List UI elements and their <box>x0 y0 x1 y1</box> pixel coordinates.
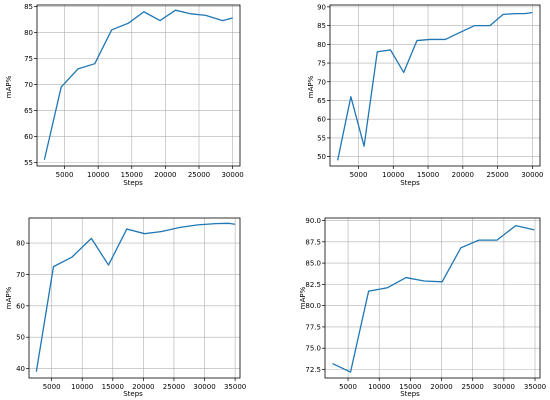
y-tick-label: 75.0 <box>305 345 321 353</box>
y-tick-label: 60 <box>16 302 25 310</box>
y-axis-label: mAP% <box>5 286 13 309</box>
y-tick-label: 90.0 <box>305 217 321 225</box>
x-tick-label: 25000 <box>462 383 484 391</box>
chart-top-left: Steps mAP% 5000 10000 15000 20000 25000 30000… <box>5 3 244 187</box>
plot-frame <box>36 4 241 167</box>
x-axis-label: Steps <box>400 390 420 398</box>
y-tick-label: 70 <box>16 271 25 279</box>
x-tick-label: 10000 <box>87 171 109 179</box>
x-tick-label: 30000 <box>221 171 243 179</box>
y-tick-label: 85 <box>24 3 33 11</box>
plot-frame <box>28 217 241 379</box>
series-line <box>35 222 236 372</box>
x-tick-label: 35000 <box>524 383 546 391</box>
x-tick-label: 20000 <box>132 383 154 391</box>
x-tick-label: 5000 <box>56 171 74 179</box>
y-tick-label: 87.5 <box>305 238 321 246</box>
series-line <box>43 9 233 160</box>
x-tick-label: 5000 <box>339 383 357 391</box>
x-tick-label: 10000 <box>382 171 404 179</box>
x-tick-label: 10000 <box>71 383 93 391</box>
x-tick-label: 5000 <box>350 171 368 179</box>
y-tick-label: 75 <box>24 55 33 63</box>
y-tick-label: 80 <box>317 41 326 49</box>
y-tick-label: 70 <box>317 78 326 86</box>
y-axis-label: mAP% <box>307 75 315 98</box>
series-line <box>337 11 533 161</box>
x-axis-label: Steps <box>400 179 420 187</box>
y-tick-label: 85 <box>317 22 326 30</box>
y-tick-label: 65 <box>24 107 33 115</box>
x-tick-label: 30000 <box>493 383 515 391</box>
series-line <box>332 225 535 373</box>
x-tick-label: 30000 <box>193 383 215 391</box>
y-axis-label: mAP% <box>299 286 307 309</box>
x-tick-label: 15000 <box>121 171 143 179</box>
x-tick-label: 35000 <box>224 383 246 391</box>
x-tick-label: 25000 <box>486 171 508 179</box>
x-tick-label: 20000 <box>452 171 474 179</box>
x-axis-label: Steps <box>123 390 143 398</box>
y-tick-label: 65 <box>317 97 326 105</box>
y-tick-label: 90 <box>317 3 326 11</box>
x-tick-label: 5000 <box>43 383 61 391</box>
plot-frame <box>324 217 541 379</box>
x-tick-label: 10000 <box>368 383 390 391</box>
y-tick-label: 50 <box>16 334 25 342</box>
x-tick-label: 25000 <box>188 171 210 179</box>
y-tick-label: 80.0 <box>305 302 321 310</box>
x-tick-label: 15000 <box>399 383 421 391</box>
x-tick-label: 25000 <box>163 383 185 391</box>
y-tick-label: 55 <box>317 134 326 142</box>
x-tick-label: 30000 <box>521 171 543 179</box>
x-axis-label: Steps <box>123 179 143 187</box>
x-tick-label: 20000 <box>430 383 452 391</box>
y-tick-label: 77.5 <box>305 323 321 331</box>
y-tick-label: 85.0 <box>305 260 321 268</box>
y-tick-label: 80 <box>24 29 33 37</box>
y-tick-label: 40 <box>16 365 25 373</box>
y-tick-label: 72.5 <box>305 366 321 374</box>
y-tick-label: 50 <box>317 153 326 161</box>
y-tick-label: 70 <box>24 81 33 89</box>
x-tick-label: 15000 <box>417 171 439 179</box>
y-tick-label: 60 <box>317 116 326 124</box>
chart-bottom-left: Steps mAP% 5000 10000 15000 20000 25000 30000… <box>5 217 246 398</box>
y-axis-label: mAP% <box>5 75 13 98</box>
y-tick-label: 60 <box>24 133 33 141</box>
x-tick-label: 20000 <box>154 171 176 179</box>
chart-top-right: Steps mAP% 5000 10000 15000 20000 25000 30000… <box>307 3 543 187</box>
y-tick-label: 80 <box>16 240 25 248</box>
chart-bottom-right: Steps mAP% 5000 10000 15000 20000 25000 30000… <box>299 217 546 398</box>
plot-frame <box>329 4 541 167</box>
x-tick-label: 15000 <box>102 383 124 391</box>
y-tick-label: 82.5 <box>305 281 321 289</box>
y-tick-label: 55 <box>24 159 33 167</box>
y-tick-label: 75 <box>317 60 326 68</box>
